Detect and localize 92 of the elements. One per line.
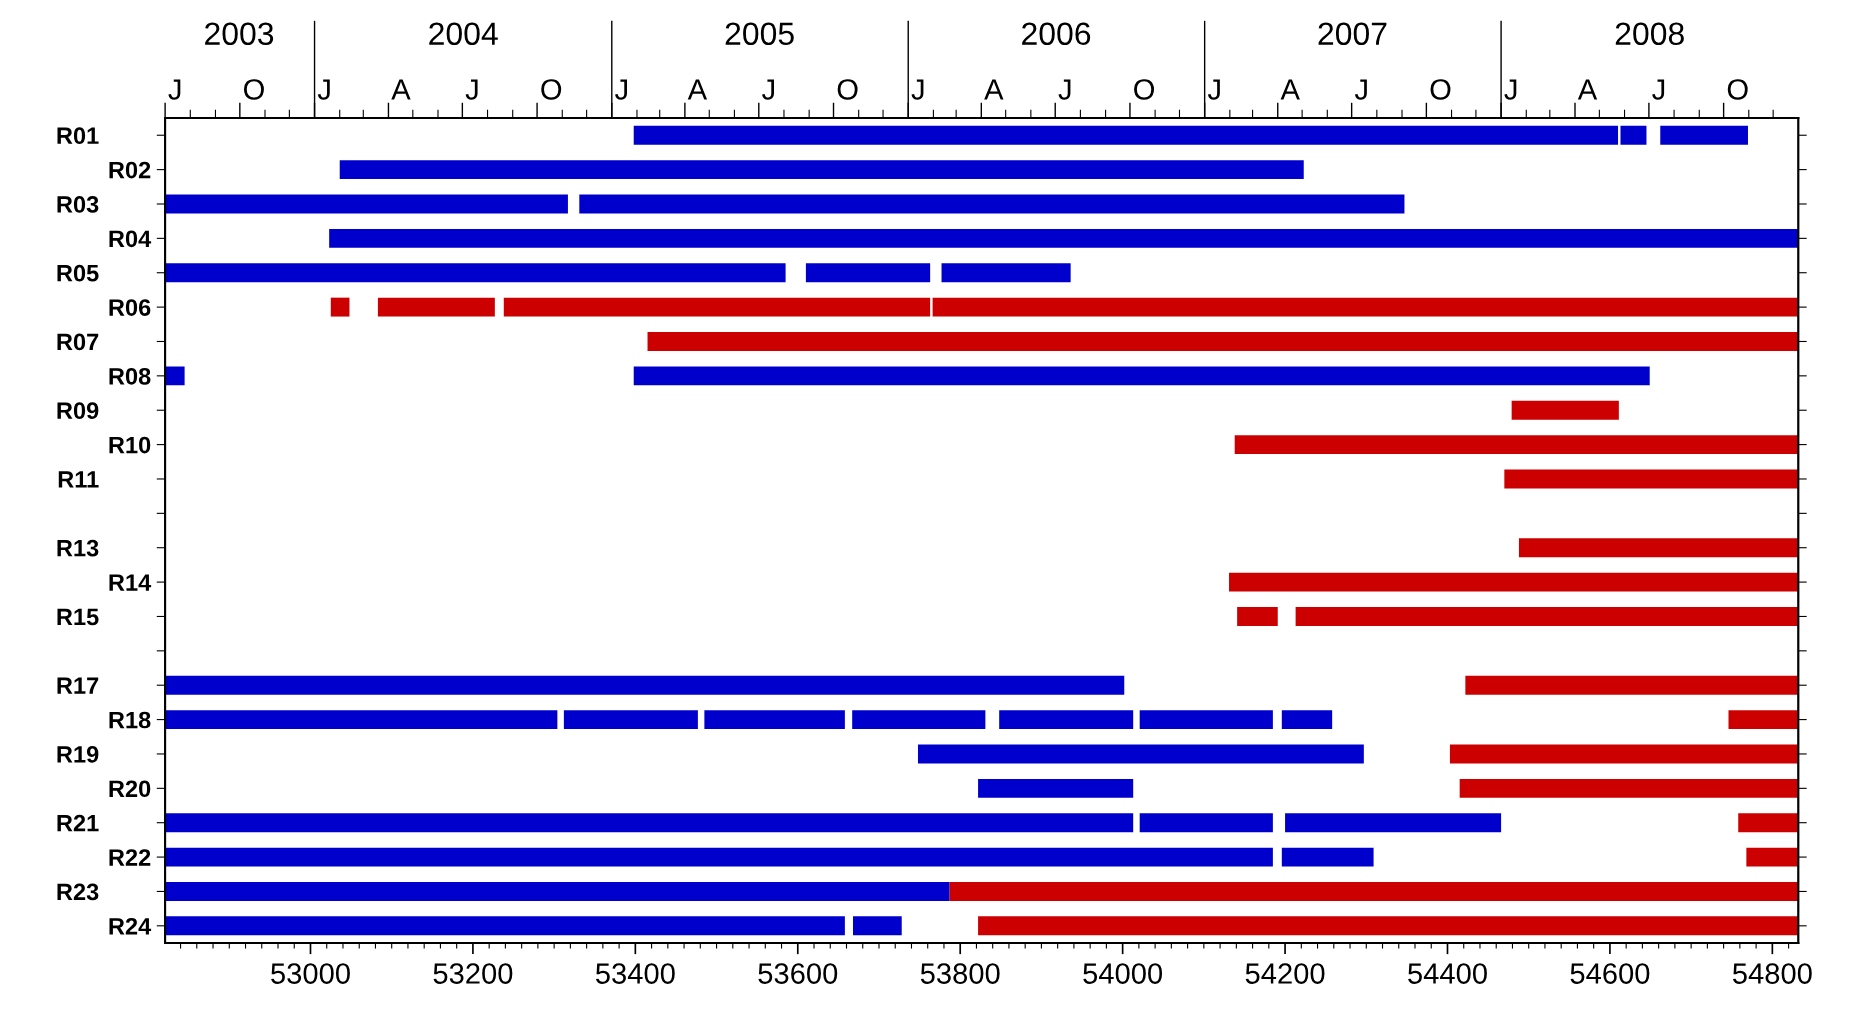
text: A — [391, 79, 411, 100]
text: J — [317, 79, 330, 100]
bar — [165, 194, 568, 214]
text: A — [687, 79, 708, 100]
y-tick-label: R20 — [109, 780, 151, 798]
bar — [1281, 710, 1333, 730]
bar — [999, 710, 1134, 730]
y-tick-label: R05 — [57, 264, 99, 282]
x-tick-label: 53400 — [595, 963, 675, 984]
text: A — [1577, 79, 1598, 100]
text: J — [168, 79, 181, 100]
bar — [853, 916, 902, 936]
y-tick-label: R17 — [57, 677, 99, 694]
x-tick-label: 53200 — [433, 963, 513, 984]
y-tick-label: R24 — [109, 917, 152, 935]
bar — [1285, 813, 1502, 833]
bar — [563, 710, 698, 730]
text: J — [1504, 79, 1517, 100]
bar — [1620, 125, 1647, 145]
text: J — [911, 79, 924, 100]
bar — [633, 366, 1650, 386]
x-tick-label: 54600 — [1570, 963, 1650, 984]
text: J — [762, 79, 774, 100]
text: O — [541, 79, 562, 100]
y-tick-label: R19 — [57, 746, 99, 763]
x-tick-label: 54800 — [1732, 963, 1812, 984]
bar — [1660, 125, 1748, 145]
text: J — [1652, 79, 1665, 100]
y-tick-label: R01 — [57, 127, 99, 145]
text: J — [1058, 79, 1071, 100]
y-tick-label: R06 — [109, 299, 151, 316]
text: O — [1430, 79, 1451, 100]
x-tick-label: 54200 — [1245, 963, 1325, 984]
bar — [633, 125, 1619, 145]
y-tick-label: R18 — [109, 711, 151, 729]
text: J — [1354, 79, 1367, 100]
x2-tick-label: 2007 — [1318, 22, 1387, 46]
text: O — [837, 79, 858, 100]
bar — [1139, 813, 1273, 833]
bar — [805, 263, 931, 283]
bar — [329, 228, 1799, 248]
text: O — [1727, 79, 1748, 100]
bar — [1738, 813, 1799, 833]
bar — [1139, 710, 1273, 730]
bar — [165, 882, 950, 901]
text: J — [615, 79, 627, 100]
y-tick-label: R22 — [109, 849, 151, 866]
y-tick-label: R21 — [57, 814, 99, 832]
bar — [579, 194, 1405, 214]
x2-tick-label: 2008 — [1615, 22, 1684, 46]
y-tick-label: R07 — [57, 333, 99, 351]
x2-tick-label: 2004 — [429, 22, 498, 46]
bar — [704, 710, 845, 730]
y-tick-label: R08 — [109, 367, 151, 385]
bar — [165, 710, 558, 730]
text: A — [984, 79, 1004, 100]
bar — [165, 366, 185, 386]
text: O — [1134, 79, 1155, 100]
bar — [917, 744, 1364, 764]
x2-tick-label: 2003 — [205, 22, 274, 46]
bar — [339, 160, 1304, 180]
y-tick-label: R02 — [109, 161, 151, 179]
bar — [1728, 710, 1799, 730]
bar — [165, 847, 1273, 867]
y-tick-label: R11 — [58, 471, 99, 488]
y-tick-label: R04 — [109, 230, 152, 248]
y-tick-label: R03 — [57, 196, 99, 213]
x-tick-label: 53600 — [758, 963, 838, 984]
y-tick-label: R14 — [109, 574, 152, 591]
text: A — [1280, 79, 1300, 100]
y-tick-label: R10 — [109, 436, 151, 454]
y-tick-label: R23 — [57, 883, 99, 901]
y-tick-label: R15 — [57, 608, 99, 626]
bar — [165, 813, 1134, 833]
text: J — [465, 79, 478, 100]
text: J — [1207, 79, 1220, 100]
bar — [941, 263, 1071, 283]
bar — [165, 263, 786, 283]
bar — [165, 675, 1125, 695]
text: O — [243, 79, 264, 100]
bar — [978, 778, 1134, 798]
bar — [165, 916, 845, 936]
x-tick-label: 54000 — [1083, 963, 1163, 984]
bar — [932, 297, 1799, 317]
x-tick-label: 54400 — [1408, 963, 1487, 984]
x2-tick-label: 2005 — [725, 22, 794, 46]
x2-tick-label: 2006 — [1022, 22, 1091, 46]
y-tick-label: R09 — [57, 402, 99, 420]
x-tick-label: 53800 — [920, 963, 1000, 984]
x-tick-label: 53000 — [271, 963, 350, 984]
bar — [1281, 847, 1374, 867]
y-tick-label: R13 — [57, 539, 99, 557]
